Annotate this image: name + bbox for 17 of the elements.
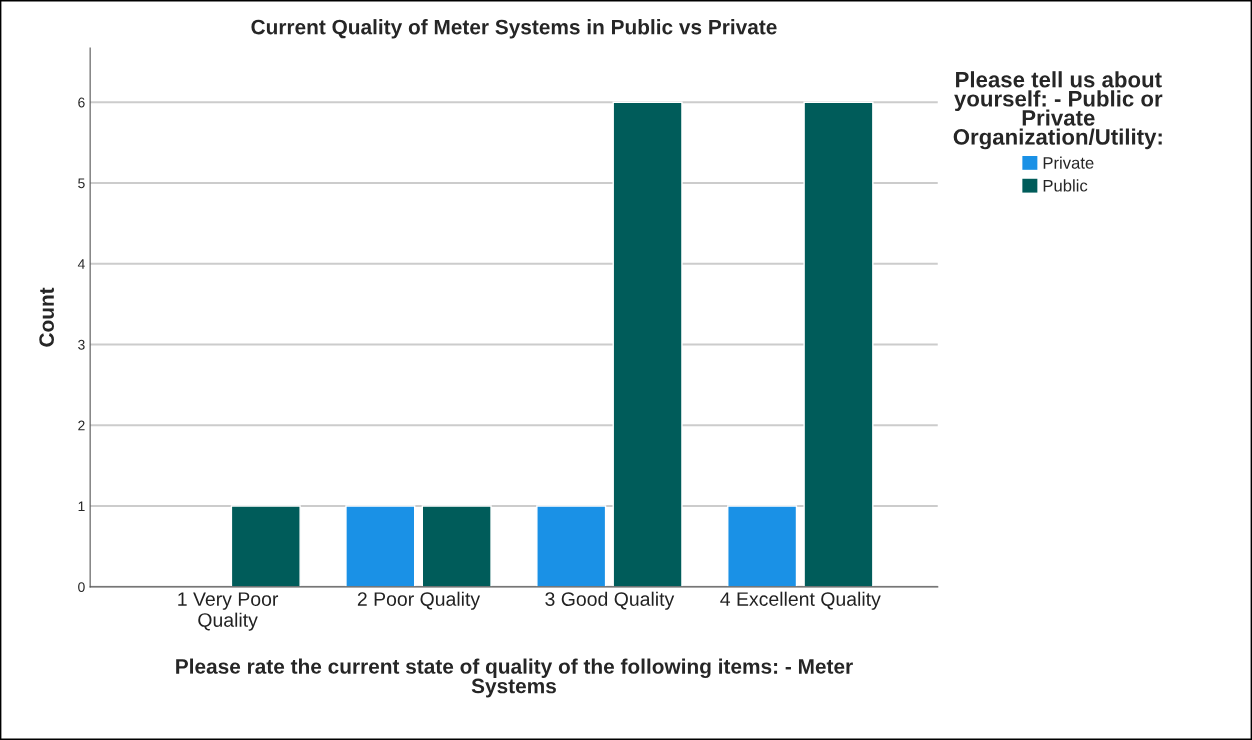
x-tick-label: 2 Poor Quality bbox=[357, 591, 481, 610]
x-tick-label: 3 Good Quality bbox=[545, 591, 675, 610]
y-tick-label: 3 bbox=[78, 339, 85, 350]
y-tick-label: 1 bbox=[78, 501, 85, 512]
y-tick-label: 4 bbox=[77, 259, 85, 269]
y-tick-label: 5 bbox=[78, 178, 85, 189]
x-tick-label: 4 Excellent Quality bbox=[720, 591, 881, 610]
x-tick-label: 1 Very Poor Quality bbox=[178, 592, 279, 631]
legend-title: Please tell us about yourself: - Public or Private Organization/Utility: bbox=[953, 71, 1163, 150]
y-tick-label: 6 bbox=[78, 97, 85, 108]
y-tick-label: 2 bbox=[78, 420, 85, 431]
x-axis-title: Please rate the current state of quality of the following items: - Meter Systems bbox=[176, 658, 853, 698]
legend-label: Public bbox=[1043, 179, 1088, 192]
y-axis-title: Count bbox=[39, 287, 54, 347]
chart-title: Current Quality of Meter Systems in Public vs Private bbox=[251, 19, 777, 39]
legend-label: Private bbox=[1043, 156, 1094, 169]
y-tick-label: 0 bbox=[78, 582, 85, 592]
